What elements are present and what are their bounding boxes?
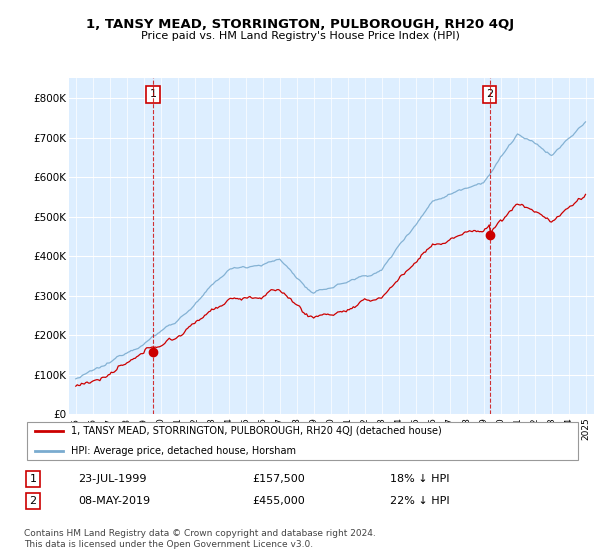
- Text: £157,500: £157,500: [252, 474, 305, 484]
- Text: £455,000: £455,000: [252, 496, 305, 506]
- Text: Contains HM Land Registry data © Crown copyright and database right 2024.
This d: Contains HM Land Registry data © Crown c…: [24, 529, 376, 549]
- Text: 1: 1: [29, 474, 37, 484]
- FancyBboxPatch shape: [27, 422, 578, 460]
- Text: 2: 2: [29, 496, 37, 506]
- Text: HPI: Average price, detached house, Horsham: HPI: Average price, detached house, Hors…: [71, 446, 296, 456]
- Text: 22% ↓ HPI: 22% ↓ HPI: [390, 496, 449, 506]
- Text: 1: 1: [149, 89, 157, 99]
- Text: 18% ↓ HPI: 18% ↓ HPI: [390, 474, 449, 484]
- Text: 1, TANSY MEAD, STORRINGTON, PULBOROUGH, RH20 4QJ: 1, TANSY MEAD, STORRINGTON, PULBOROUGH, …: [86, 18, 514, 31]
- Text: 1, TANSY MEAD, STORRINGTON, PULBOROUGH, RH20 4QJ (detached house): 1, TANSY MEAD, STORRINGTON, PULBOROUGH, …: [71, 426, 442, 436]
- Text: 23-JUL-1999: 23-JUL-1999: [78, 474, 146, 484]
- Text: 2: 2: [486, 89, 493, 99]
- Text: 08-MAY-2019: 08-MAY-2019: [78, 496, 150, 506]
- Text: Price paid vs. HM Land Registry's House Price Index (HPI): Price paid vs. HM Land Registry's House …: [140, 31, 460, 41]
